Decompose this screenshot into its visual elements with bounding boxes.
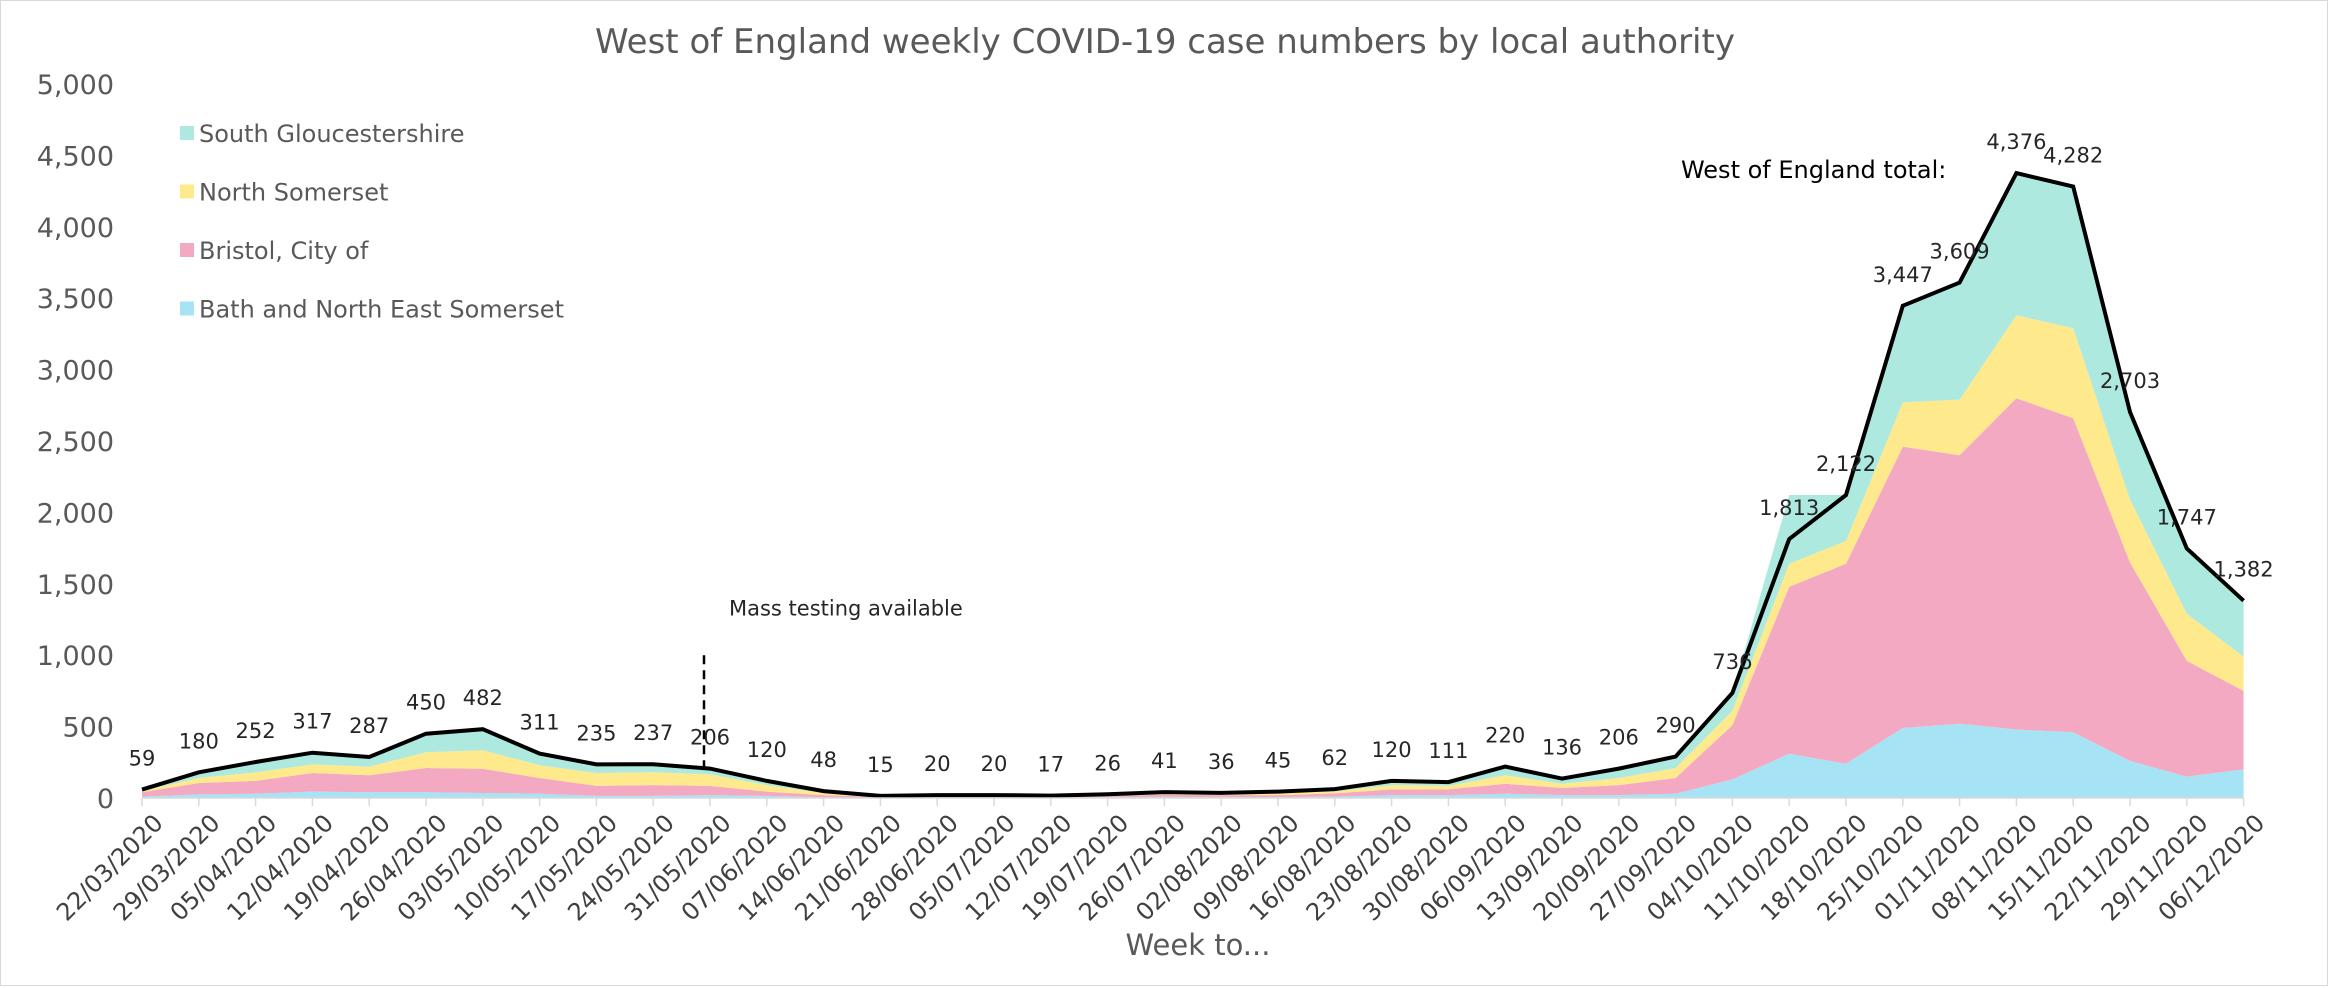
total-data-label: 45 [1265, 749, 1292, 773]
legend-swatch [180, 184, 194, 199]
legend-label: Bath and North East Somerset [199, 296, 564, 324]
total-data-label: 48 [810, 748, 837, 772]
total-data-label: 2,122 [1816, 452, 1876, 476]
total-data-label: 120 [1372, 738, 1412, 762]
total-data-label: 252 [236, 719, 276, 743]
x-axis-title: Week to... [1125, 928, 1271, 962]
y-tick-label: 4,000 [37, 213, 114, 244]
total-data-labels: 59 180 252 317 287 450 482 311 235 237 206 120 48 15 2… [129, 130, 2274, 777]
y-tick-label: 1,000 [37, 641, 114, 672]
total-data-label: 136 [1542, 736, 1582, 760]
y-tick-label: 0 [97, 784, 114, 815]
total-data-label: 4,282 [2043, 144, 2103, 168]
annotations: Mass testing available [702, 596, 963, 769]
area-series-1 [142, 398, 2244, 798]
y-tick-label: 4,500 [37, 141, 114, 172]
y-tick-label: 1,500 [37, 570, 114, 601]
total-data-label: 220 [1485, 724, 1525, 748]
total-data-label: 736 [1712, 650, 1752, 674]
total-line [141, 170, 2245, 798]
mass-testing-label: Mass testing available [729, 596, 963, 620]
chart-title: West of England weekly COVID-19 case num… [595, 22, 1735, 62]
area-series-2 [142, 315, 2244, 797]
total-data-label: 59 [129, 747, 156, 771]
total-data-label: 20 [924, 752, 951, 776]
total-data-label: 180 [179, 729, 219, 753]
total-data-label: 1,813 [1759, 496, 1819, 520]
area-series-0 [142, 723, 2244, 798]
total-data-label: 111 [1428, 739, 1468, 763]
y-tick-label: 3,500 [37, 284, 114, 315]
total-data-label: 4,376 [1986, 130, 2046, 154]
total-data-label: 235 [576, 721, 616, 745]
legend-label: North Somerset [199, 179, 388, 207]
total-data-label: 26 [1094, 751, 1121, 775]
y-tick-label: 3,000 [37, 356, 114, 387]
total-data-label: 3,609 [1930, 240, 1990, 264]
legend-swatch [180, 126, 194, 140]
total-data-label: 36 [1208, 750, 1235, 774]
area-series-3 [142, 173, 2244, 797]
y-tick-label: 2,000 [37, 498, 114, 529]
y-tick-label: 500 [62, 713, 114, 744]
total-data-label: 450 [406, 691, 446, 715]
total-line-group [141, 170, 2245, 798]
total-data-label: 3,447 [1873, 263, 1933, 287]
total-data-label: 62 [1321, 746, 1348, 770]
total-data-label: 1,382 [2214, 558, 2274, 582]
total-data-label: 1,747 [2157, 506, 2217, 530]
y-tick-label: 5,000 [37, 70, 114, 101]
legend-swatch [180, 243, 194, 257]
total-data-label: 20 [981, 752, 1008, 776]
total-data-label: 290 [1656, 714, 1696, 738]
legend-label: Bristol, City of [199, 237, 369, 265]
legend-swatch [180, 301, 194, 316]
y-tick-label: 2,500 [37, 427, 114, 458]
legend: South Gloucestershire North Somerset Brist… [180, 120, 564, 324]
total-data-label: 482 [463, 686, 503, 710]
total-data-label: 237 [633, 721, 673, 745]
total-data-label: 17 [1037, 753, 1064, 777]
stacked-areas [142, 173, 2244, 798]
total-series-label: West of England total: [1681, 156, 1946, 184]
total-data-label: 317 [292, 710, 332, 734]
total-data-label: 206 [1599, 726, 1639, 750]
total-data-label: 120 [747, 738, 787, 762]
total-data-label: 206 [690, 726, 730, 750]
legend-label: South Gloucestershire [199, 120, 465, 148]
total-data-label: 311 [520, 711, 560, 735]
total-data-label: 2,703 [2100, 369, 2160, 393]
total-data-label: 15 [867, 753, 894, 777]
total-data-label: 41 [1151, 749, 1178, 773]
total-data-label: 287 [349, 714, 389, 738]
